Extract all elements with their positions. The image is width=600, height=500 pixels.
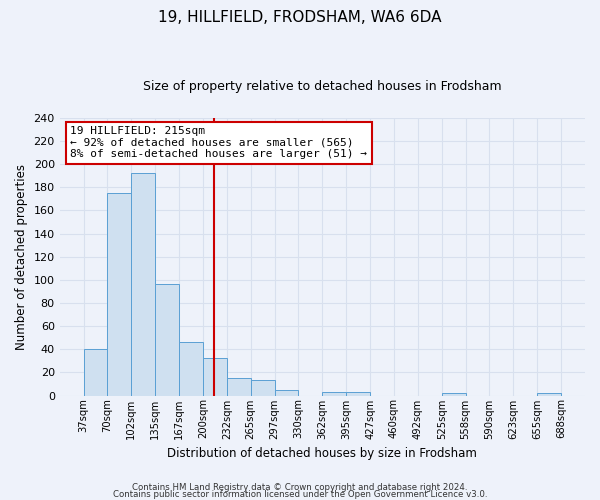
Text: Contains public sector information licensed under the Open Government Licence v3: Contains public sector information licen…	[113, 490, 487, 499]
X-axis label: Distribution of detached houses by size in Frodsham: Distribution of detached houses by size …	[167, 447, 477, 460]
Bar	[179, 342, 203, 396]
Bar	[227, 378, 251, 396]
Bar	[131, 174, 155, 396]
Text: 19, HILLFIELD, FRODSHAM, WA6 6DA: 19, HILLFIELD, FRODSHAM, WA6 6DA	[158, 10, 442, 25]
Text: Contains HM Land Registry data © Crown copyright and database right 2024.: Contains HM Land Registry data © Crown c…	[132, 484, 468, 492]
Text: 19 HILLFIELD: 215sqm
← 92% of detached houses are smaller (565)
8% of semi-detac: 19 HILLFIELD: 215sqm ← 92% of detached h…	[70, 126, 367, 160]
Bar	[107, 193, 131, 396]
Bar	[442, 393, 466, 396]
Bar	[251, 380, 275, 396]
Bar	[322, 392, 346, 396]
Bar	[203, 358, 227, 396]
Bar	[346, 392, 370, 396]
Y-axis label: Number of detached properties: Number of detached properties	[15, 164, 28, 350]
Bar	[537, 393, 561, 396]
Bar	[155, 284, 179, 396]
Bar	[83, 349, 107, 396]
Bar	[275, 390, 298, 396]
Title: Size of property relative to detached houses in Frodsham: Size of property relative to detached ho…	[143, 80, 502, 93]
